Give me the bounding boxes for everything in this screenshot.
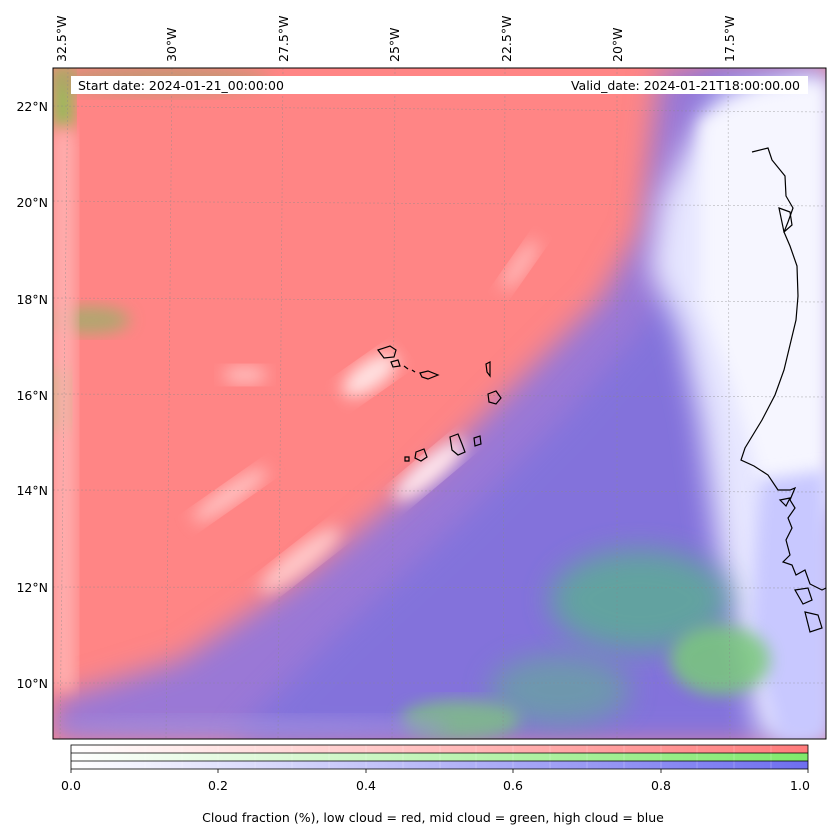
- colorbar-mid-strip: [71, 753, 808, 761]
- lat-label: 20°N: [16, 195, 48, 210]
- coastlines: [740, 147, 826, 633]
- colorbar-tick-label: 0.4: [356, 778, 376, 793]
- lon-label: 27.5°W: [276, 16, 291, 62]
- lon-label: 25°W: [387, 27, 402, 62]
- colorbar-tick-label: 0.6: [503, 778, 523, 793]
- lon-label: 22.5°W: [499, 16, 514, 62]
- lat-label: 18°N: [16, 292, 48, 307]
- longitude-labels: 32.5°W 30°W 27.5°W 25°W 22.5°W 20°W 17.5…: [54, 16, 737, 62]
- colorbar-low-strip: [71, 745, 808, 753]
- colorbar-tick-label: 0.0: [61, 778, 81, 793]
- colorbar: 0.0 0.2 0.4 0.6 0.8 1.0 Cloud fraction (…: [61, 744, 810, 825]
- lon-label: 20°W: [610, 27, 625, 62]
- colorbar-high-strip: [71, 761, 808, 769]
- lat-label: 22°N: [16, 99, 48, 114]
- lat-label: 16°N: [16, 388, 48, 403]
- lon-label: 30°W: [164, 27, 179, 62]
- date-banner: [71, 76, 808, 94]
- colorbar-tick-label: 1.0: [790, 778, 810, 793]
- lat-label: 14°N: [16, 483, 48, 498]
- valid-date-label: Valid_date: 2024-01-21T18:00:00.00: [571, 78, 800, 93]
- colorbar-tick-label: 0.8: [651, 778, 671, 793]
- cape-verde-islands: [377, 345, 502, 462]
- lat-label: 10°N: [16, 676, 48, 691]
- lat-label: 12°N: [16, 580, 48, 595]
- map-frame: [52, 67, 827, 740]
- gridlines: [53, 68, 826, 739]
- latitude-labels: 22°N 20°N 18°N 16°N 14°N 12°N 10°N: [16, 99, 48, 691]
- cloud-field: [53, 68, 826, 739]
- colorbar-tick-label: 0.2: [208, 778, 228, 793]
- lon-label: 32.5°W: [54, 16, 69, 62]
- colorbar-label: Cloud fraction (%), low cloud = red, mid…: [202, 810, 664, 825]
- start-date-label: Start date: 2024-01-21_00:00:00: [78, 78, 284, 93]
- lon-label: 17.5°W: [722, 16, 737, 62]
